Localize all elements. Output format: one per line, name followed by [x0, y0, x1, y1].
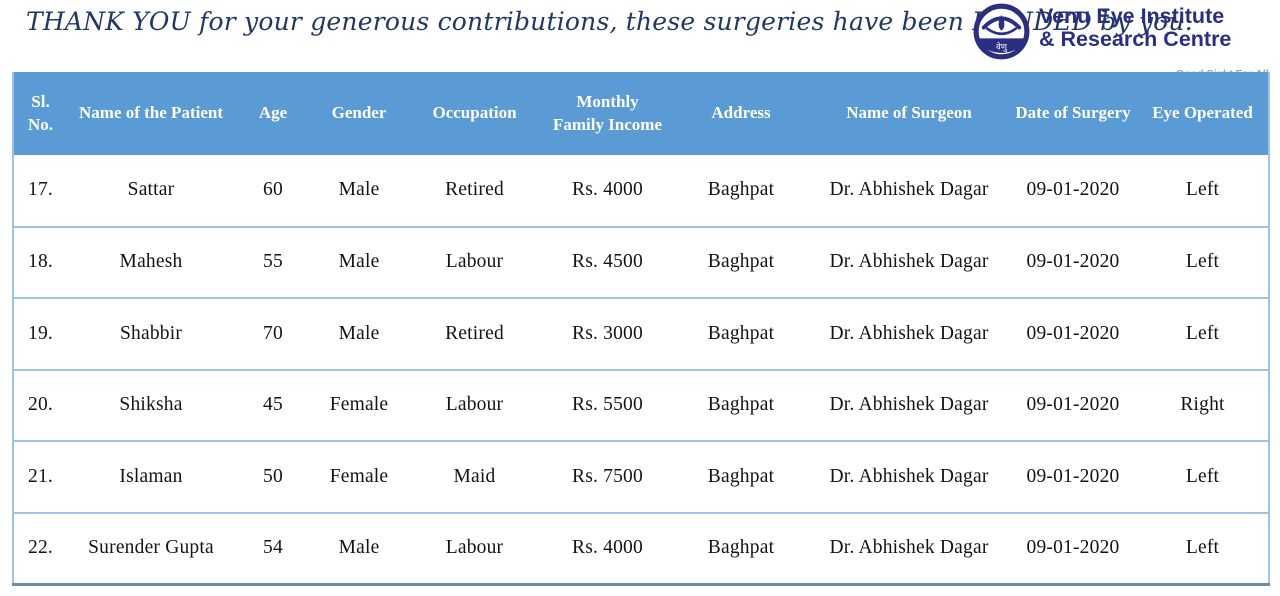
cell-gender: Female [311, 440, 407, 513]
venu-eye-logo: वेणु Venu Eye Institute & Research Centr… [973, 3, 1270, 80]
cell-occupation: Maid [407, 440, 542, 513]
cell-address: Baghpat [707, 179, 775, 201]
cell-income: Rs. 3000 [542, 297, 673, 370]
cell-income: Rs. 4000 [572, 179, 643, 201]
table-body: 17. Sattar 60 Male Retired Rs. 4000 Bagh… [13, 155, 1269, 584]
cell-address: Baghpat [673, 368, 809, 441]
cell-gender: Female [311, 368, 407, 441]
cell-surgeon: Dr. Abhishek Dagar [809, 440, 1009, 513]
cell-gender: Male [311, 511, 407, 584]
cell-surgery-date: 09-01-2020 [1009, 511, 1137, 584]
cell-income: Rs. 4000 [542, 511, 673, 584]
cell-surgery-date: 09-01-2020 [1009, 225, 1137, 298]
cell-sl-no: 21. [13, 440, 67, 513]
cell-surgery-date: 09-01-2020 [1026, 179, 1120, 201]
col-header-eye-operated: Eye Operated [1137, 72, 1269, 155]
cell-age: 54 [235, 511, 311, 584]
cell-gender: Male [311, 297, 407, 370]
cell-patient-name: Sattar [127, 179, 175, 201]
cell-address: Baghpat [673, 440, 809, 513]
col-header-gender: Gender [311, 72, 407, 155]
col-header-surgery-date: Date of Surgery [1009, 72, 1137, 155]
patient-row: 18. Mahesh 55 Male Labour Rs. 4500 Baghp… [13, 225, 1269, 298]
cell-sl-no: 22. [13, 511, 67, 584]
table-header: Sl. No. Name of the Patient Age Gender O… [13, 72, 1269, 155]
cell-sl-no: 20. [13, 368, 67, 441]
cell-patient-name: Surender Gupta [67, 511, 235, 584]
emblem-devanagari-text: वेणु [996, 42, 1008, 53]
logo-wordmark: Venu Eye Institute & Research Centre [1039, 4, 1232, 51]
cell-address: Baghpat [673, 225, 809, 298]
patient-row: 22. Surender Gupta 54 Male Labour Rs. 40… [13, 511, 1269, 584]
cell-age: 55 [235, 225, 311, 298]
cell-age: 45 [235, 368, 311, 441]
cell-eye-operated: Left [1137, 440, 1269, 513]
cell-income: Rs. 4500 [542, 225, 673, 298]
patient-row: 21. Islaman 50 Female Maid Rs. 7500 Bagh… [13, 440, 1269, 513]
cell-surgeon: Dr. Abhishek Dagar [809, 368, 1009, 441]
cell-surgeon: Dr. Abhishek Dagar [829, 179, 989, 201]
cell-sl-no: 19. [13, 297, 67, 370]
cell-sl-no: 17. [28, 179, 53, 201]
cell-patient-name: Mahesh [67, 225, 235, 298]
cell-eye-operated: Left [1137, 297, 1269, 370]
cell-gender: Male [311, 225, 407, 298]
cell-occupation: Labour [407, 225, 542, 298]
cell-income: Rs. 7500 [542, 440, 673, 513]
cell-surgeon: Dr. Abhishek Dagar [809, 511, 1009, 584]
col-header-address: Address [673, 72, 809, 155]
col-header-surgeon: Name of Surgeon [809, 72, 1009, 155]
col-header-occupation: Occupation [407, 72, 542, 155]
cell-patient-name: Shabbir [67, 297, 235, 370]
cell-patient-name: Shiksha [67, 368, 235, 441]
col-header-patient-name: Name of the Patient [67, 72, 235, 155]
cell-sl-no: 18. [13, 225, 67, 298]
cell-occupation: Retired [445, 179, 504, 201]
cell-address: Baghpat [673, 297, 809, 370]
funded-surgeries-table: Sl. No. Name of the Patient Age Gender O… [12, 72, 1270, 586]
cell-eye-operated: Left [1137, 511, 1269, 584]
eye-lotus-icon: वेणु [973, 3, 1030, 65]
cell-surgeon: Dr. Abhishek Dagar [809, 297, 1009, 370]
cell-eye-operated: Right [1137, 368, 1269, 441]
cell-eye-operated: Left [1185, 179, 1220, 201]
cell-age: 60 [263, 179, 283, 201]
patient-row: 20. Shiksha 45 Female Labour Rs. 5500 Ba… [13, 368, 1269, 441]
col-header-sl-no: Sl. No. [13, 72, 67, 155]
cell-occupation: Labour [407, 511, 542, 584]
cell-occupation: Labour [407, 368, 542, 441]
cell-gender: Male [338, 179, 380, 201]
cell-age: 50 [235, 440, 311, 513]
cell-surgery-date: 09-01-2020 [1009, 440, 1137, 513]
cell-age: 70 [235, 297, 311, 370]
cell-eye-operated: Left [1137, 225, 1269, 298]
col-header-age: Age [235, 72, 311, 155]
cell-income: Rs. 5500 [542, 368, 673, 441]
cell-patient-name: Islaman [67, 440, 235, 513]
col-header-income: Monthly Family Income [542, 72, 673, 155]
cell-surgery-date: 09-01-2020 [1009, 368, 1137, 441]
header-row: Sl. No. Name of the Patient Age Gender O… [13, 72, 1269, 155]
cell-surgeon: Dr. Abhishek Dagar [809, 225, 1009, 298]
patient-row: 19. Shabbir 70 Male Retired Rs. 3000 Bag… [13, 297, 1269, 370]
patient-row: 17. Sattar 60 Male Retired Rs. 4000 Bagh… [13, 155, 1269, 227]
cell-surgery-date: 09-01-2020 [1009, 297, 1137, 370]
cell-occupation: Retired [407, 297, 542, 370]
cell-address: Baghpat [673, 511, 809, 584]
